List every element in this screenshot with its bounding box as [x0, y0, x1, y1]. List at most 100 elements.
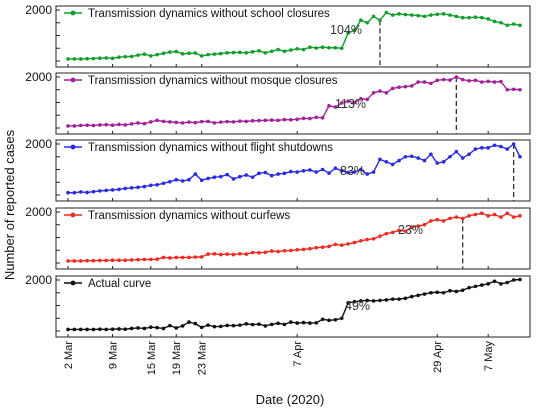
- data-point: [359, 96, 363, 101]
- data-point: [352, 299, 357, 304]
- data-point: [282, 248, 287, 253]
- data-point: [378, 298, 382, 303]
- data-point: [454, 289, 459, 294]
- data-point: [352, 28, 357, 33]
- legend-label: Transmission dynamics without mosque clo…: [88, 75, 338, 87]
- data-point: [320, 167, 325, 172]
- data-point: [98, 56, 102, 60]
- annotation-label: 23%: [398, 223, 423, 237]
- data-point: [320, 45, 325, 50]
- data-point: [72, 190, 77, 195]
- data-point: [454, 75, 459, 79]
- data-point: [448, 216, 452, 221]
- data-point: [187, 320, 191, 324]
- data-point: [110, 56, 115, 61]
- data-point: [123, 54, 128, 59]
- data-point: [435, 161, 440, 165]
- data-point: [66, 190, 70, 195]
- data-point: [467, 285, 471, 290]
- data-point: [206, 252, 210, 256]
- panel-2: 2000 Transmission dynamics without mosque…: [25, 70, 531, 135]
- data-point: [441, 12, 446, 16]
- data-point: [129, 54, 134, 59]
- data-point: [187, 120, 191, 124]
- data-point: [397, 12, 401, 16]
- data-point: [180, 52, 185, 56]
- data-point: [486, 214, 490, 218]
- annotation-label: 83%: [340, 164, 365, 178]
- data-point: [98, 327, 102, 332]
- data-point: [384, 298, 389, 302]
- data-point: [390, 230, 395, 235]
- data-point: [480, 283, 484, 287]
- data-point: [91, 327, 96, 332]
- legend-label: Actual curve: [88, 278, 151, 290]
- data-point: [250, 50, 255, 54]
- data-point: [301, 247, 306, 252]
- data-point: [397, 85, 401, 89]
- data-point: [225, 172, 229, 177]
- data-point: [320, 245, 325, 249]
- data-point: [174, 120, 179, 125]
- data-point: [339, 101, 344, 105]
- data-point: [397, 297, 401, 301]
- y-max-label: 2000: [25, 70, 52, 84]
- data-point: [257, 118, 261, 123]
- x-axis-ticks: 2 Mar 9 Mar 15 Mar 19 Mar 23 Mar 7 Apr 29 Apr 7…: [63, 341, 495, 376]
- data-point: [422, 158, 427, 163]
- data-point: [187, 51, 191, 56]
- data-point: [289, 169, 293, 174]
- data-point: [492, 212, 497, 217]
- data-point: [206, 323, 210, 327]
- x-tick-label: 7 May: [483, 341, 495, 371]
- data-point: [206, 119, 210, 124]
- data-point: [359, 18, 363, 23]
- data-point: [499, 215, 503, 219]
- x-tick-label: 15 Mar: [146, 341, 158, 376]
- data-point: [187, 255, 191, 260]
- data-point: [212, 52, 217, 56]
- data-point: [511, 22, 516, 26]
- data-point: [117, 258, 121, 262]
- data-point: [486, 146, 490, 150]
- data-point: [441, 160, 446, 164]
- data-point: [78, 259, 83, 263]
- data-point: [352, 170, 357, 174]
- data-point: [212, 252, 217, 256]
- data-point: [269, 322, 274, 327]
- data-point: [403, 229, 408, 233]
- data-point: [104, 258, 108, 263]
- data-point: [384, 231, 389, 236]
- data-point: [180, 179, 185, 183]
- data-point: [518, 87, 522, 92]
- data-point: [218, 324, 223, 329]
- legend: Actual curve: [64, 278, 151, 290]
- legend-marker: [70, 280, 76, 286]
- data-point: [218, 120, 223, 124]
- data-point: [448, 13, 452, 17]
- data-point: [168, 179, 172, 184]
- data-point: [429, 152, 433, 156]
- data-point: [136, 257, 140, 262]
- data-point: [301, 320, 306, 325]
- data-point: [161, 119, 166, 124]
- data-point: [454, 215, 459, 219]
- data-point: [263, 170, 268, 175]
- data-point: [168, 50, 172, 54]
- data-point: [244, 119, 249, 124]
- data-point: [212, 121, 217, 125]
- x-tick-label: 23 Mar: [197, 341, 209, 376]
- data-point: [448, 154, 452, 159]
- data-point: [422, 14, 427, 19]
- data-point: [231, 323, 236, 328]
- x-tick-label: 9 Mar: [108, 341, 120, 369]
- data-point: [359, 299, 363, 303]
- data-point: [180, 255, 185, 260]
- data-point: [85, 327, 89, 332]
- data-point: [91, 56, 96, 61]
- data-point: [435, 12, 440, 17]
- data-point: [244, 252, 249, 256]
- data-point: [218, 174, 223, 179]
- data-point: [371, 14, 376, 19]
- data-point: [276, 118, 280, 123]
